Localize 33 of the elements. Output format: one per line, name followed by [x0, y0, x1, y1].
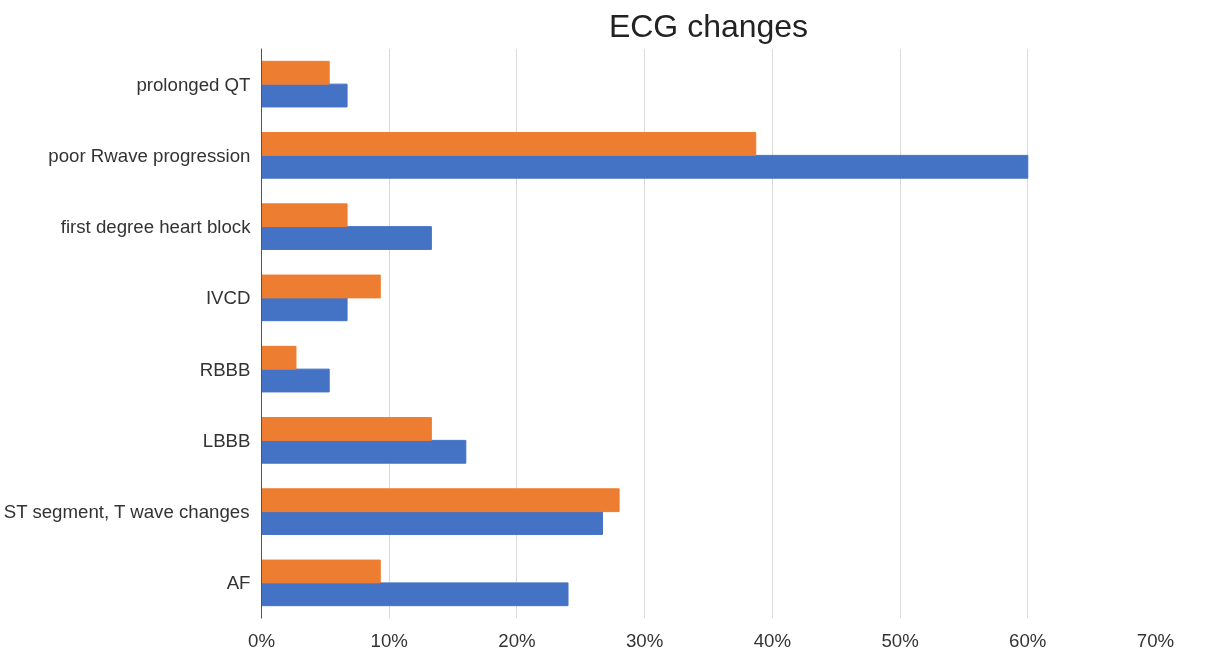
y-tick-label: prolonged QT — [136, 73, 251, 95]
y-tick-label: poor Rwave progression — [48, 144, 251, 166]
bar — [261, 83, 348, 108]
bar — [261, 154, 1029, 179]
bar — [261, 274, 381, 299]
x-tick-label: 10% — [370, 629, 408, 651]
bar — [261, 60, 330, 85]
bar — [261, 417, 432, 441]
x-tick-label: 20% — [498, 629, 536, 651]
bar — [261, 439, 467, 464]
bar — [261, 203, 348, 228]
bar — [261, 511, 603, 535]
bar — [261, 488, 620, 513]
x-tick-label: 40% — [753, 629, 792, 651]
x-tick-label: 60% — [1009, 629, 1047, 651]
bar — [261, 226, 432, 250]
bar — [261, 345, 297, 370]
x-tick-label: 50% — [881, 629, 919, 651]
x-tick-label: 70% — [1136, 629, 1175, 651]
x-tick-label: 0% — [248, 629, 275, 651]
chart-title: ECG changes — [608, 7, 809, 44]
bar — [261, 368, 330, 393]
bar — [261, 132, 757, 156]
bar — [261, 297, 348, 322]
y-tick-label: AF — [226, 572, 251, 594]
y-tick-label: first degree heart block — [60, 216, 252, 238]
y-tick-label: RBBB — [199, 358, 251, 380]
x-tick-label: 30% — [625, 629, 664, 651]
y-tick-label: IVCD — [205, 287, 251, 309]
bar — [261, 582, 569, 607]
bar — [261, 559, 381, 584]
y-tick-label: LBBB — [202, 429, 251, 451]
y-tick-label: ST segment, T wave changes — [3, 501, 250, 523]
